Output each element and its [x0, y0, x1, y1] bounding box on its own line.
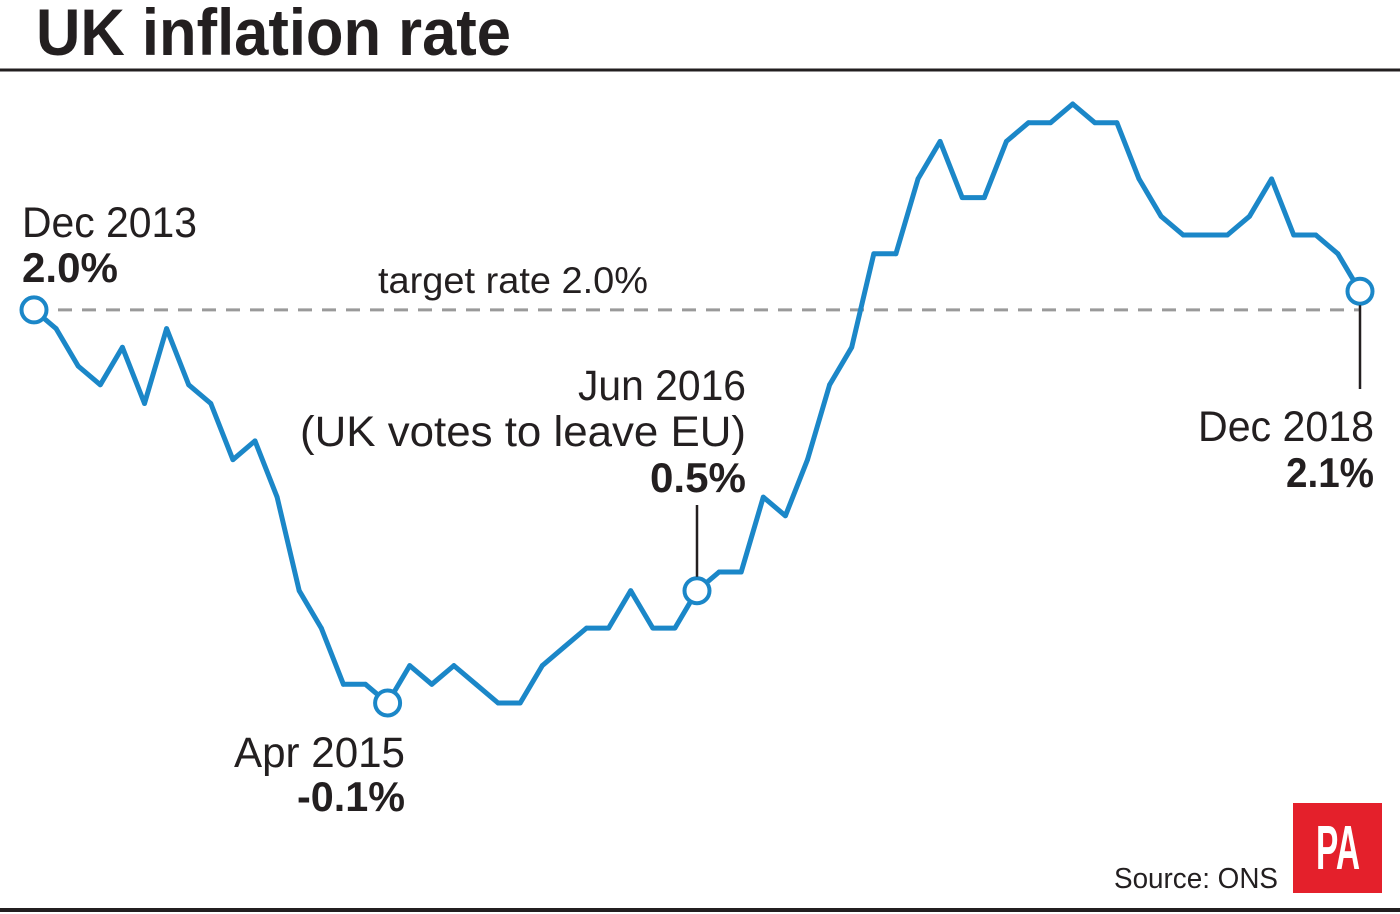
data-point: [738, 569, 744, 575]
data-point: [672, 625, 678, 631]
data-point: [252, 438, 258, 444]
data-point: [363, 681, 368, 687]
data-point: [230, 457, 236, 463]
data-label: 2.1%: [1286, 449, 1374, 496]
data-point: [650, 625, 656, 631]
annotation-dec-2018: Dec 2018 2.1%: [1198, 403, 1374, 496]
pa-logo-box: [1293, 803, 1382, 893]
data-point: [915, 176, 921, 182]
data-point: [1291, 232, 1297, 238]
marker-dec-2013: [19, 295, 49, 325]
data-point: [783, 513, 788, 519]
data-point: [1004, 139, 1009, 144]
data-point: [407, 663, 413, 668]
pa-logo-text: PA: [1316, 814, 1360, 883]
marker-jun-2016: [682, 576, 712, 606]
data-point: [827, 382, 832, 388]
data-point: [584, 625, 589, 631]
data-point: [760, 494, 766, 500]
data-point: [981, 195, 987, 201]
data-point: [1070, 101, 1076, 107]
data-point: [1114, 120, 1120, 126]
data-point: [274, 494, 280, 500]
marker-apr-2015: [373, 688, 403, 718]
annotation-date: Apr 2015: [234, 729, 405, 777]
data-point: [451, 663, 457, 668]
data-point: [1313, 232, 1319, 238]
data-point: [606, 625, 611, 631]
data-label: -0.1%: [297, 773, 405, 820]
annotation-jun-2016: Jun 2016 (UK votes to leave EU) 0.5%: [300, 362, 746, 501]
data-point: [1158, 213, 1164, 219]
data-label: 2.0%: [22, 244, 118, 291]
data-point: [1136, 176, 1142, 182]
annotation-date: Jun 2016: [578, 362, 746, 410]
data-point: [628, 588, 634, 594]
data-point: [1335, 251, 1341, 257]
data-point: [871, 251, 877, 257]
data-point: [1180, 232, 1186, 238]
target-rate-label: target rate 2.0%: [378, 260, 648, 301]
data-point: [208, 401, 214, 406]
source-note: Source: ONS: [1114, 863, 1278, 895]
data-point: [1247, 213, 1252, 219]
data-points: [31, 101, 1363, 706]
data-point: [805, 457, 810, 463]
data-point: [849, 344, 855, 350]
data-point: [186, 382, 192, 388]
annotation-dec-2013: Dec 2013 2.0%: [22, 199, 197, 291]
data-point: [1225, 232, 1230, 238]
marker-dec-2018: [1345, 276, 1375, 306]
annotation-note: (UK votes to leave EU): [300, 408, 746, 456]
data-point: [539, 663, 545, 668]
data-point: [473, 681, 479, 687]
data-point: [517, 700, 523, 706]
annotation-date: Dec 2018: [1198, 403, 1374, 451]
annotation-date: Dec 2013: [22, 199, 197, 247]
data-point: [959, 195, 965, 201]
data-point: [1269, 176, 1274, 182]
data-point: [1026, 120, 1031, 126]
data-point: [341, 681, 346, 687]
data-point: [893, 251, 899, 257]
data-point: [142, 401, 147, 406]
data-point: [296, 588, 302, 594]
data-label: 0.5%: [650, 454, 746, 501]
data-point: [937, 139, 943, 144]
data-point: [716, 569, 722, 575]
data-point: [120, 344, 125, 350]
annotation-apr-2015: Apr 2015 -0.1%: [234, 729, 405, 820]
pa-logo: PA: [1293, 803, 1382, 893]
data-point: [75, 363, 81, 369]
data-point: [1048, 120, 1053, 126]
data-point: [562, 644, 567, 650]
data-point: [53, 326, 59, 331]
chart-title: UK inflation rate: [36, 0, 511, 69]
data-point: [97, 382, 103, 388]
data-point: [1202, 232, 1208, 238]
data-point: [429, 681, 435, 687]
data-point: [164, 326, 170, 331]
data-point: [495, 700, 501, 706]
data-point: [318, 625, 324, 631]
data-point: [1092, 120, 1098, 126]
